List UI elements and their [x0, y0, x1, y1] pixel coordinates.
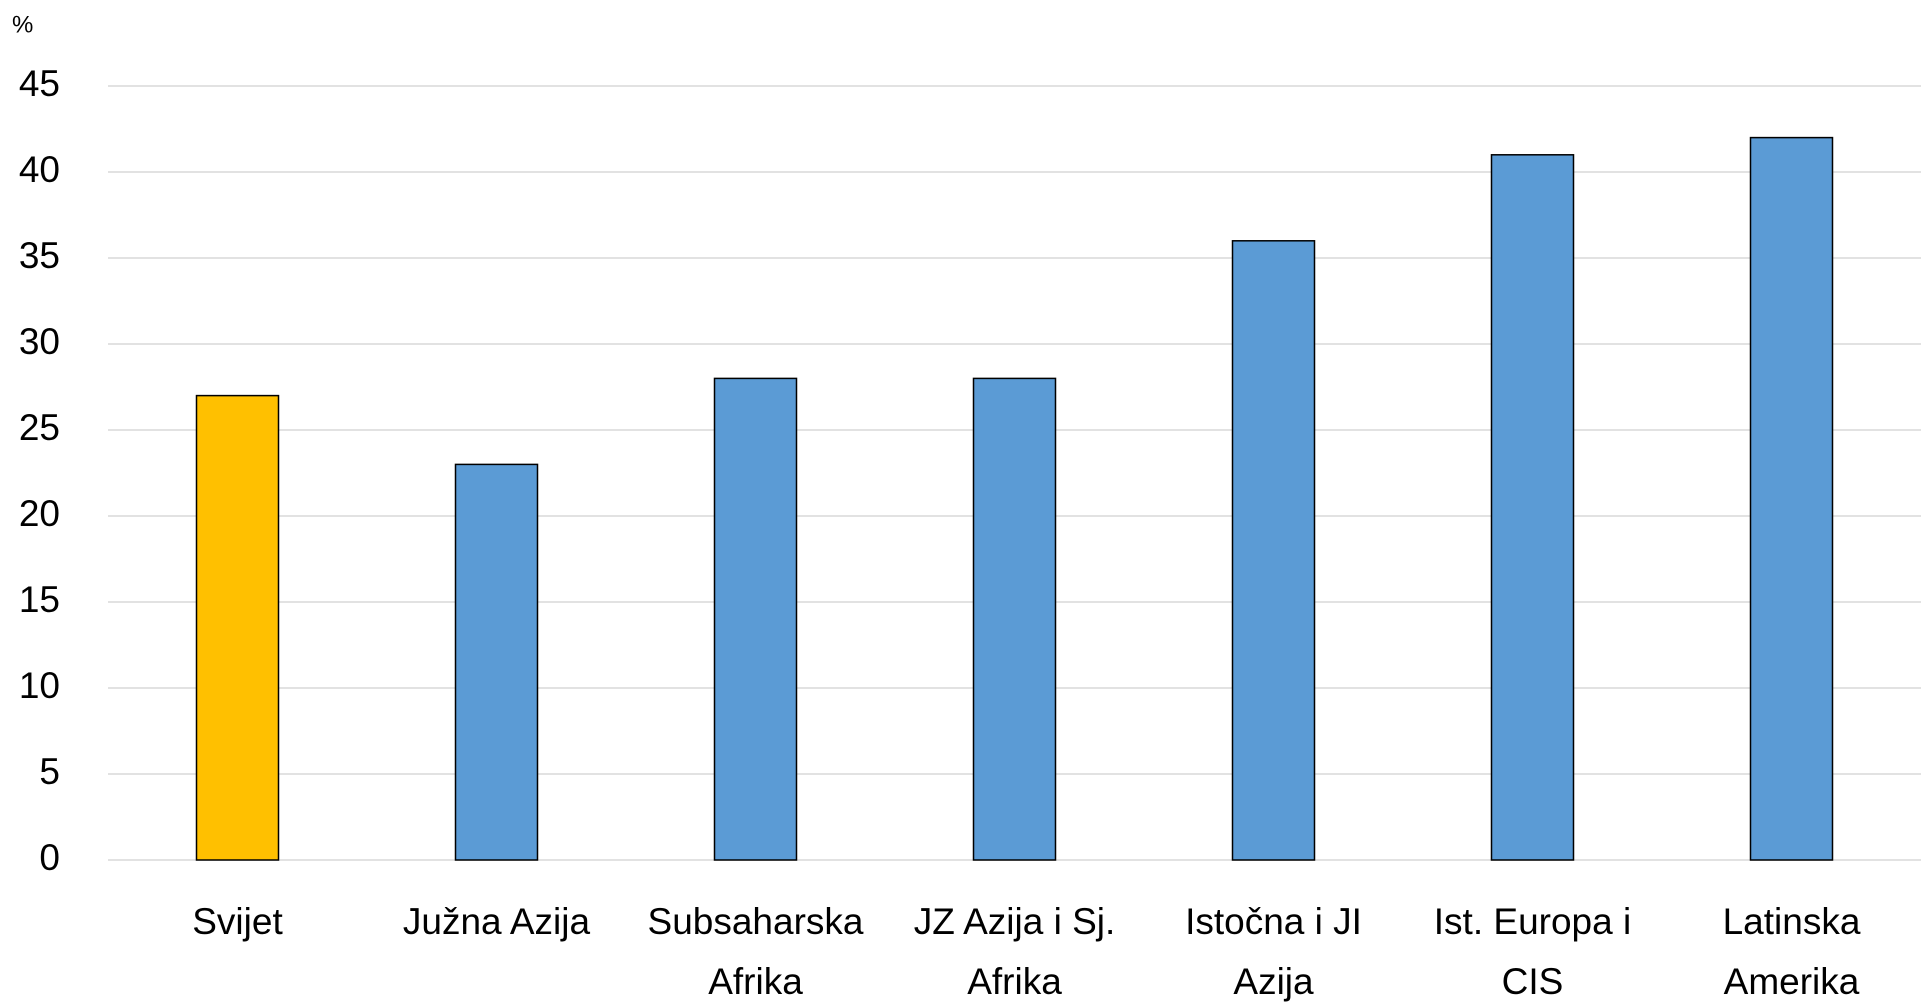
x-tick-label: Južna Azija [402, 901, 591, 942]
x-tick-label: Istočna i JI Azija [1185, 901, 1362, 1002]
bar [454, 463, 539, 861]
bar [1490, 154, 1575, 861]
y-axis-label: % [12, 11, 33, 38]
bar [1231, 240, 1316, 861]
bar [195, 394, 280, 861]
y-tick-label: 35 [19, 235, 60, 276]
y-tick-label: 20 [19, 493, 60, 534]
x-tick-label: Svijet [192, 901, 283, 942]
bar [1749, 136, 1834, 861]
y-tick-label: 45 [19, 63, 60, 104]
x-tick-label: JZ Azija i Sj. Afrika [913, 901, 1116, 1002]
y-tick-label: 10 [19, 665, 60, 706]
y-tick-label: 40 [19, 149, 60, 190]
y-tick-label: 25 [19, 407, 60, 448]
bar [713, 377, 798, 861]
bar [972, 377, 1057, 861]
y-tick-label: 15 [19, 579, 60, 620]
y-tick-label: 0 [39, 837, 60, 878]
x-tick-label: Subsaharska Afrika [647, 901, 864, 1002]
y-tick-label: 5 [39, 751, 60, 792]
y-tick-label: 30 [19, 321, 60, 362]
x-tick-label: Latinska Amerika [1722, 901, 1861, 1002]
x-tick-label: Ist. Europa i CIS [1433, 901, 1632, 1002]
